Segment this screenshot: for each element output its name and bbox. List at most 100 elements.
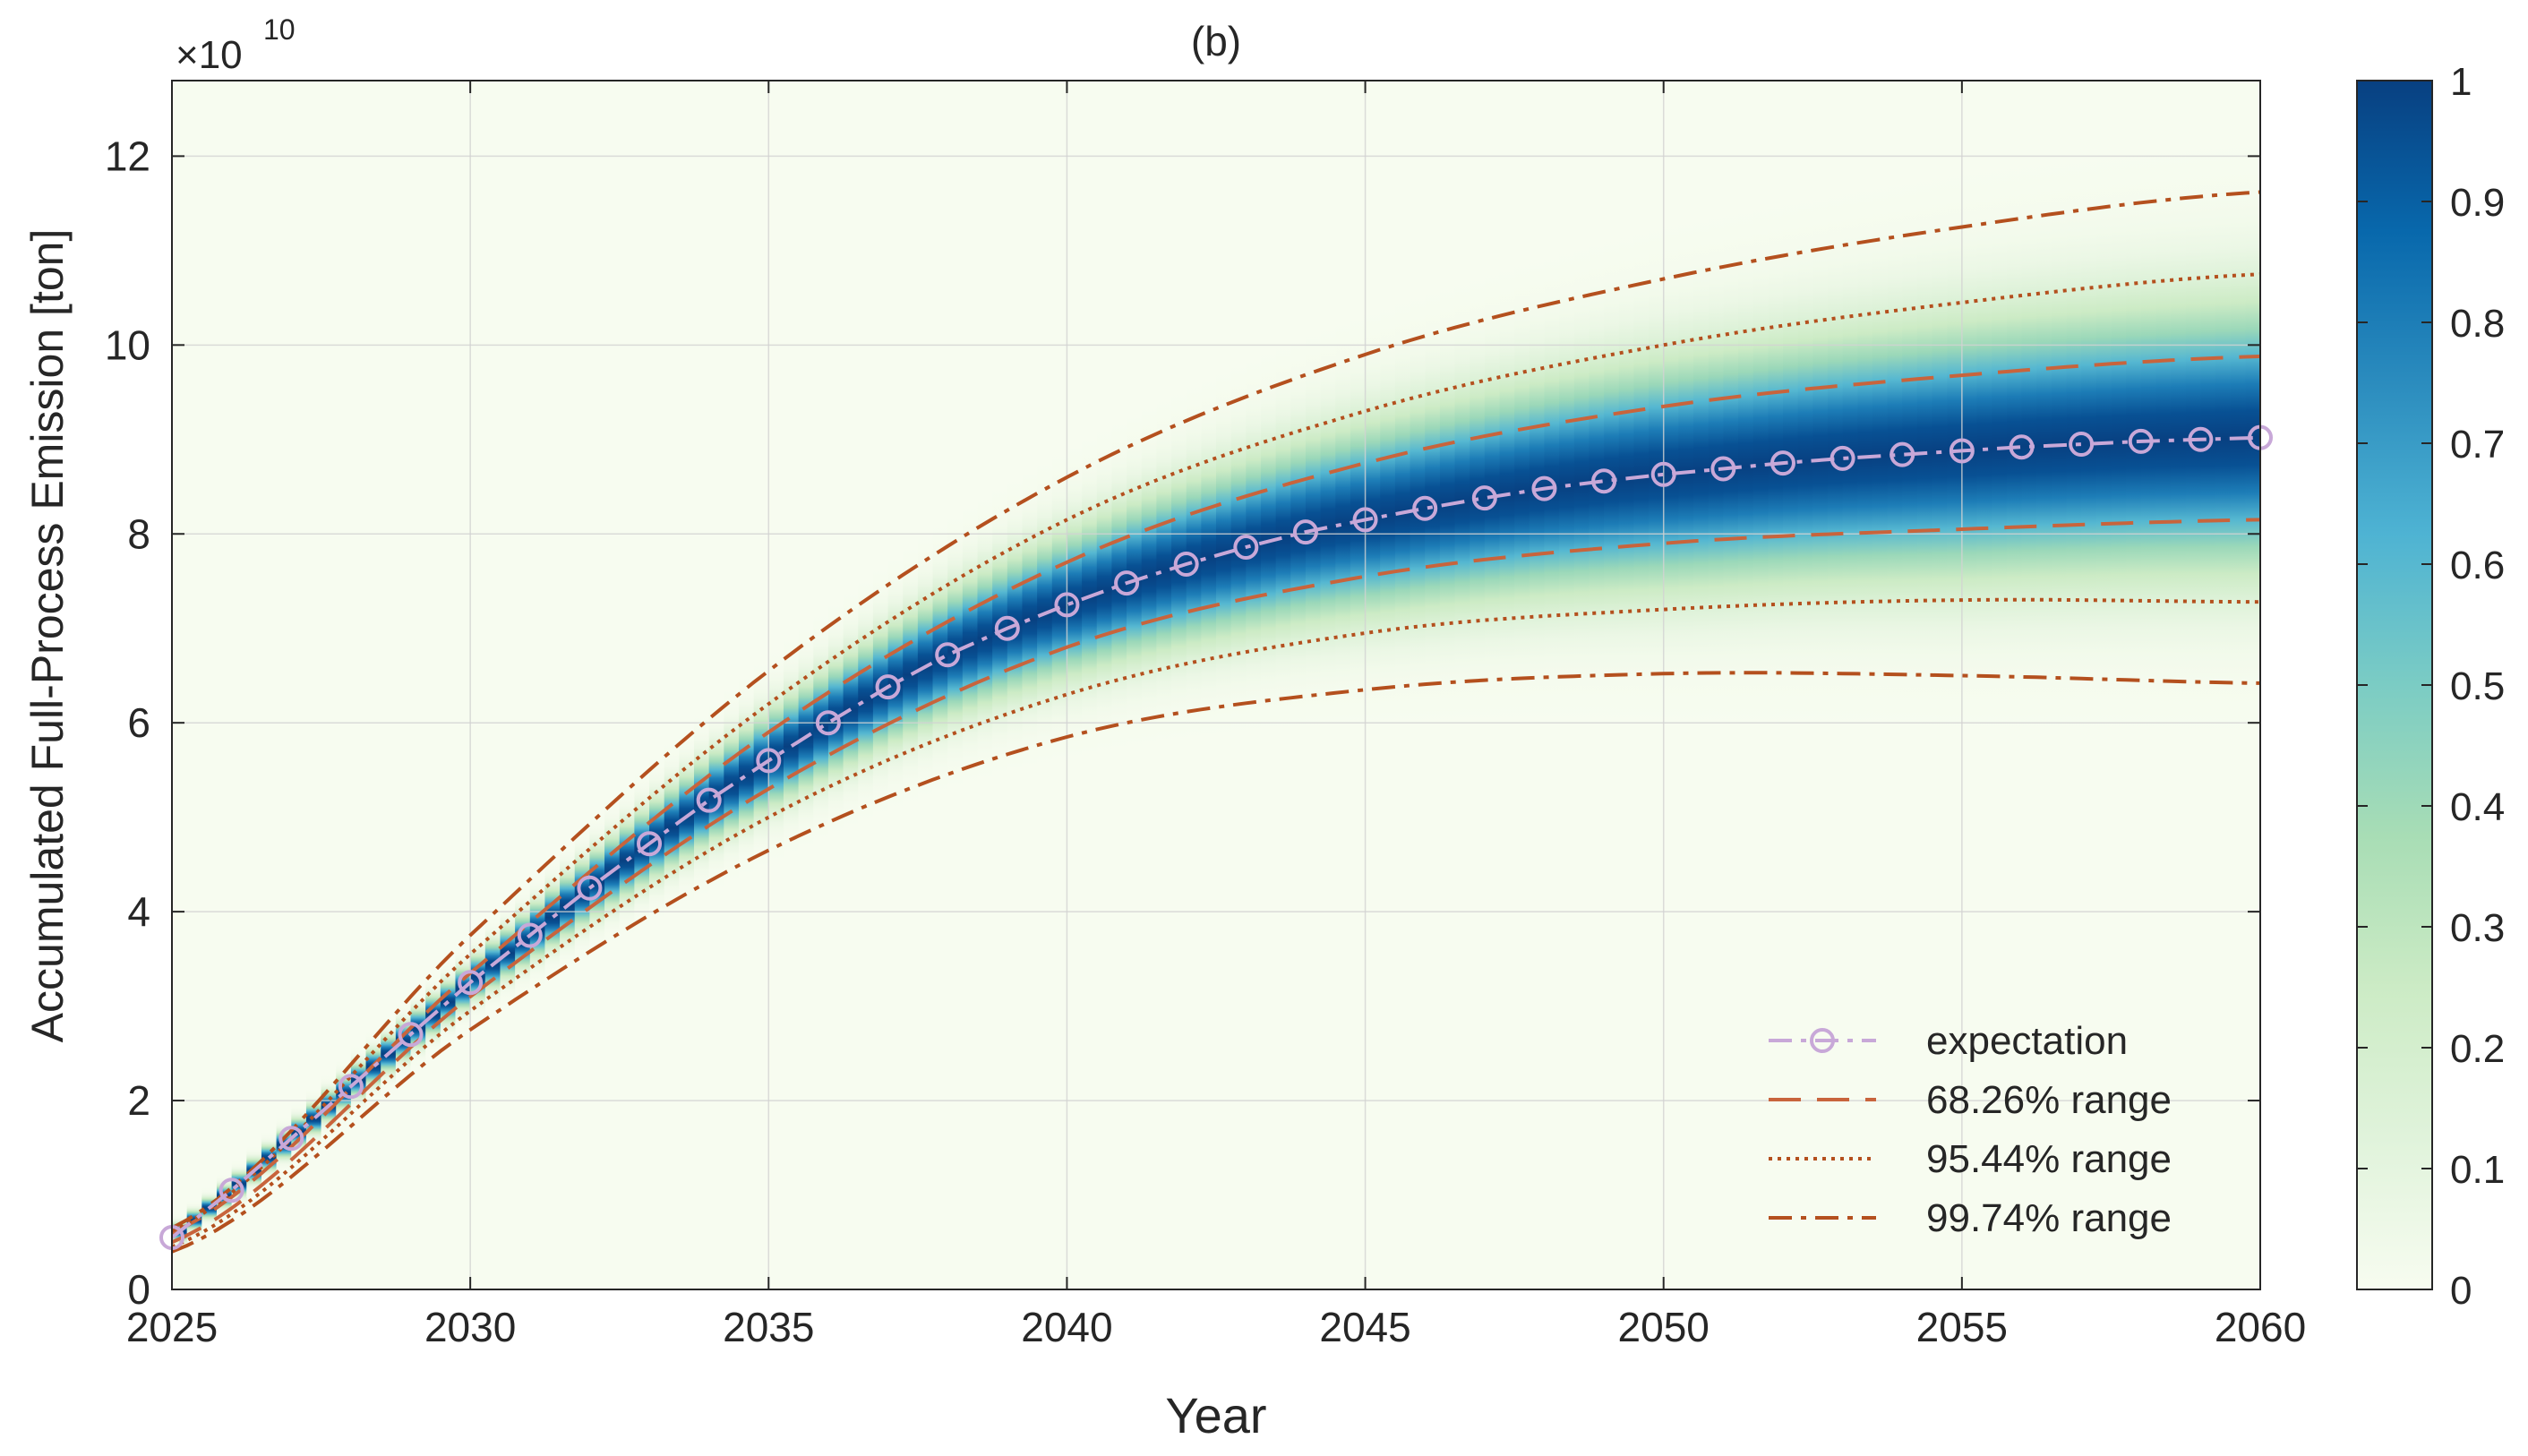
y-tick-label: 4 — [127, 888, 150, 935]
expectation-marker — [1054, 592, 1080, 618]
expectation-marker — [1412, 495, 1438, 521]
colorbar-tick-label: 1 — [2450, 60, 2472, 104]
x-tick-label: 2040 — [1021, 1304, 1112, 1350]
colorbar-tick-label: 0.1 — [2450, 1148, 2505, 1192]
chart-title: (b) — [1191, 18, 1241, 64]
expectation-marker — [1770, 450, 1795, 476]
legend-label: 95.44% range — [1926, 1137, 2172, 1181]
legend-label: 68.26% range — [1926, 1078, 2172, 1122]
density-heatmap — [172, 81, 2260, 1289]
axis-ticks: 2025 2030 2035 2040 2045 2050 2055 2060 0 2 4 6 8 10 1… — [105, 81, 2306, 1350]
density-strip — [1425, 270, 1441, 745]
colorbar-tick-label: 0.8 — [2450, 302, 2505, 346]
expectation-marker — [1173, 552, 1199, 577]
density-strip — [664, 735, 681, 920]
y-tick-label: 6 — [127, 699, 150, 746]
density-strip — [738, 666, 755, 885]
y-tick-label: 10 — [105, 321, 150, 368]
density-strip — [1320, 307, 1337, 748]
density-strip — [1797, 171, 1814, 752]
density-strip — [1096, 414, 1113, 768]
density-strip — [1827, 165, 1844, 753]
expectation-marker — [875, 674, 901, 700]
density-strip — [1022, 456, 1038, 783]
density-strip — [1201, 360, 1217, 755]
expectation-marker — [1292, 519, 1318, 545]
density-strip — [1380, 285, 1396, 746]
expectation-marker — [279, 1126, 304, 1152]
colorbar: 0 0.1 0.2 0.3 0.4 0.5 0.6 0.7 0.8 0.9 1 — [2356, 60, 2505, 1313]
expectation-marker — [2069, 432, 2095, 458]
series-layer — [159, 190, 2273, 1254]
y-tick-label: 0 — [127, 1266, 150, 1313]
expectation-marker — [2128, 428, 2154, 454]
y-tick-label: 8 — [127, 510, 150, 557]
colorbar-tick-label: 0.9 — [2450, 181, 2505, 225]
expectation-marker — [1710, 456, 1736, 482]
legend: expectation 68.26% range 95.44% range 99.74… — [1769, 1019, 2172, 1240]
density-strip — [1782, 174, 1799, 751]
x-tick-label: 2045 — [1319, 1304, 1410, 1350]
legend-label: expectation — [1926, 1019, 2128, 1063]
expectation-marker — [398, 1022, 424, 1048]
legend-marker-sample — [1810, 1028, 1835, 1053]
expectation-marker — [815, 710, 841, 736]
density-strip — [1738, 183, 1754, 750]
density-strip — [1365, 290, 1382, 747]
x-tick-label: 2050 — [1618, 1304, 1710, 1350]
expectation-marker — [1531, 475, 1557, 501]
expectation-marker — [2188, 426, 2214, 452]
series-99-74-range-lower — [171, 671, 2261, 1254]
density-strip — [544, 852, 561, 983]
y-axis-label: Accumulated Full-Process Emission [ton] — [22, 229, 73, 1043]
y-exponent: ×10 10 — [176, 13, 296, 77]
legend-entry: 95.44% range — [1769, 1137, 2172, 1181]
density-strip — [887, 545, 904, 821]
colorbar-tick-label: 0.6 — [2450, 544, 2505, 587]
expectation-marker — [1949, 438, 1975, 464]
expectation-marker — [1114, 570, 1140, 596]
expectation-marker — [517, 922, 543, 948]
density-strip — [1693, 193, 1710, 749]
expectation-marker — [637, 831, 663, 857]
y-tick-label: 2 — [127, 1077, 150, 1124]
density-strip — [843, 580, 860, 839]
density-strip — [1335, 302, 1351, 747]
colorbar-tick-label: 0.4 — [2450, 785, 2505, 829]
colorbar-tick-label: 0.7 — [2450, 423, 2505, 467]
y-exponent-base: ×10 — [176, 33, 243, 77]
y-tick-label: 12 — [105, 133, 150, 179]
expectation-marker — [2009, 434, 2035, 460]
axes-box — [171, 80, 2261, 1290]
density-strip — [1649, 202, 1665, 749]
density-strip — [783, 629, 800, 864]
density-strip — [1156, 382, 1172, 760]
expectation-marker — [1352, 507, 1378, 533]
density-strip — [1842, 162, 1859, 753]
colorbar-tick-label: 0 — [2450, 1269, 2472, 1313]
density-strip — [1230, 347, 1247, 752]
expectation-marker — [935, 642, 961, 668]
colorbar-tick-label: 0.5 — [2450, 664, 2505, 708]
density-strip — [1663, 199, 1680, 749]
x-axis-label: Year — [1165, 1387, 1266, 1443]
x-tick-label: 2030 — [424, 1304, 516, 1350]
legend-entry: expectation — [1769, 1019, 2128, 1063]
density-strip — [903, 535, 919, 816]
expectation-marker — [1233, 535, 1259, 561]
expectation-marker — [1890, 441, 1915, 467]
expectation-marker — [219, 1178, 244, 1203]
expectation-marker — [696, 787, 722, 813]
density-strip — [858, 569, 874, 833]
series-99-74-range-upper — [171, 190, 2261, 1230]
expectation-marker — [577, 875, 603, 901]
density-strip — [2066, 129, 2082, 760]
x-tick-label: 2055 — [1916, 1304, 2008, 1350]
expectation-marker — [994, 615, 1020, 641]
legend-entry: 68.26% range — [1769, 1078, 2172, 1122]
expectation-marker — [1650, 461, 1676, 487]
expectation-marker — [1471, 485, 1497, 511]
density-strip — [1752, 180, 1770, 750]
x-tick-label: 2035 — [723, 1304, 814, 1350]
